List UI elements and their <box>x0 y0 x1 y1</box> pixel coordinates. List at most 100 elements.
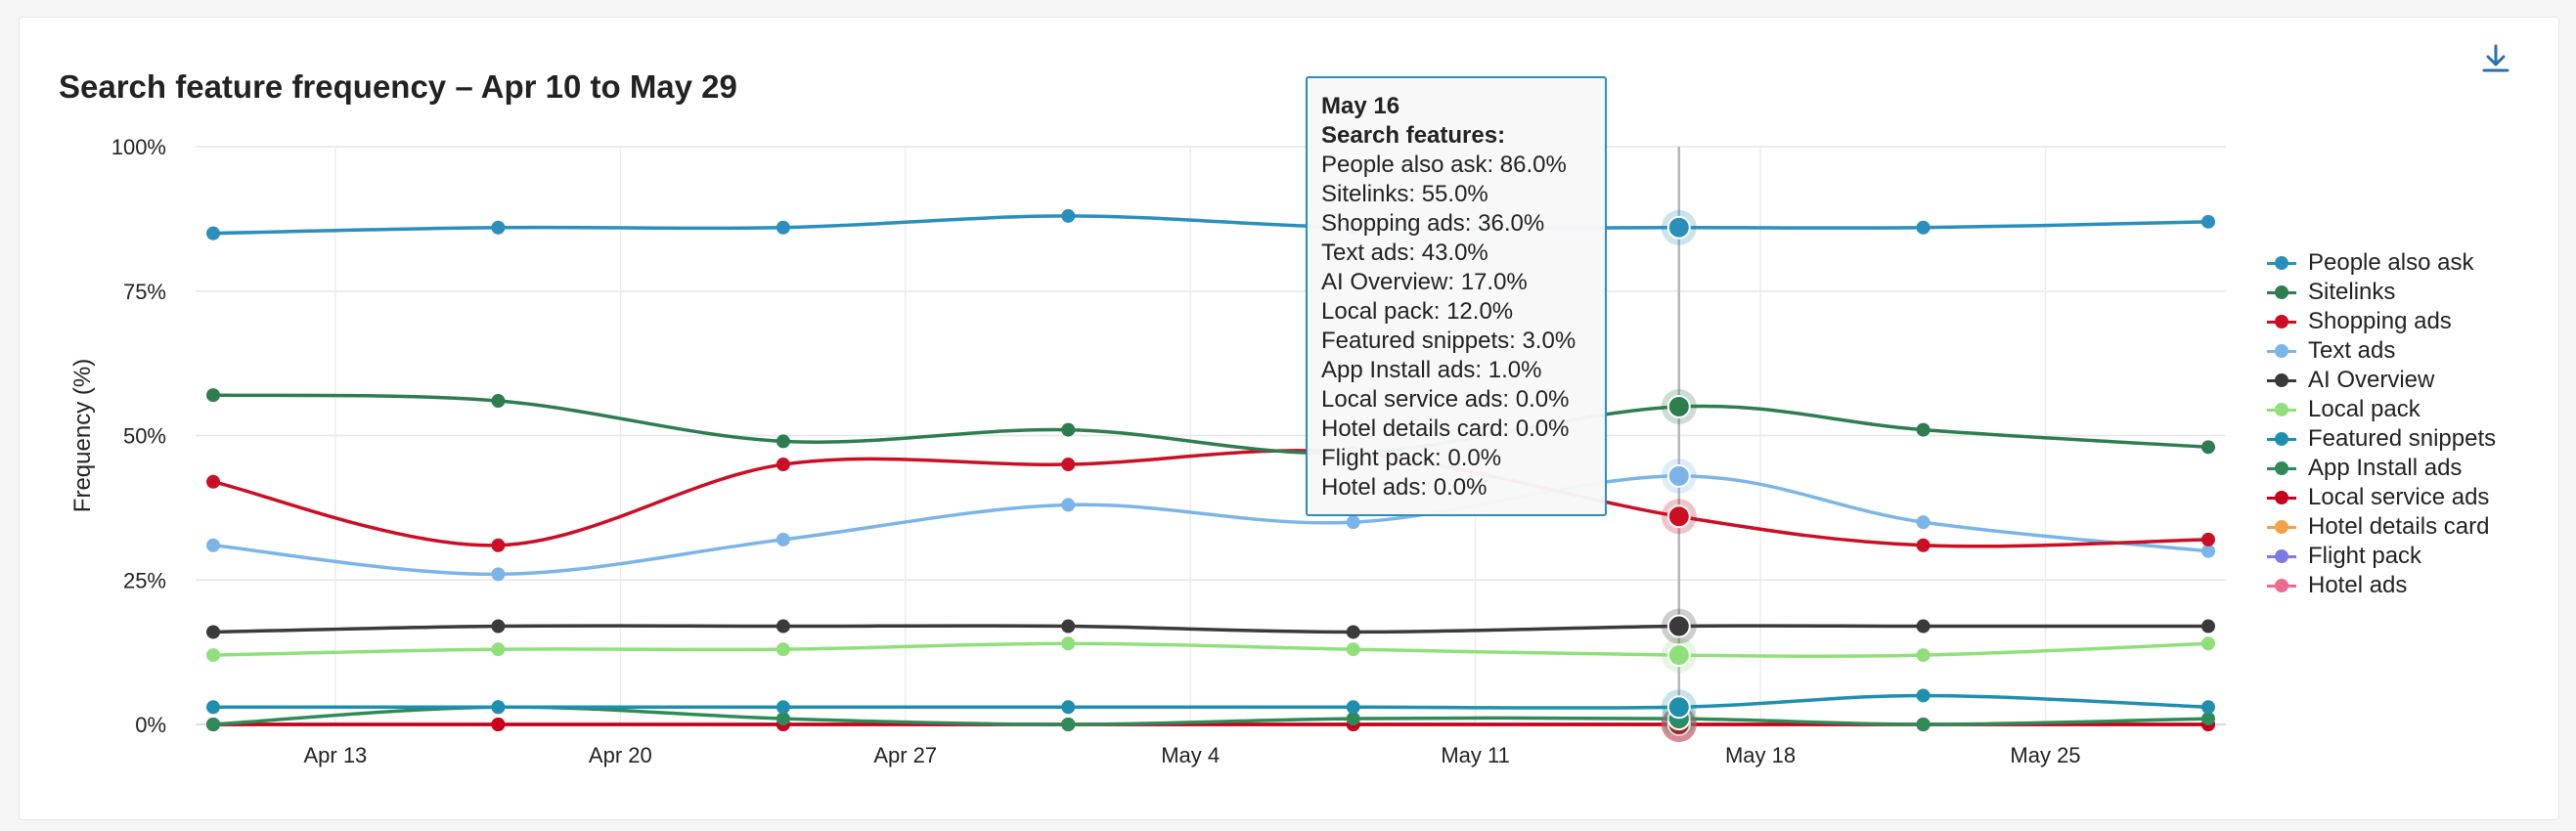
legend-swatch <box>2267 256 2296 270</box>
data-point-people-also-ask[interactable] <box>1916 220 1931 235</box>
legend-item-app-install-ads[interactable]: App Install ads <box>2267 454 2496 483</box>
data-point-people-also-ask[interactable] <box>491 220 506 235</box>
legend-swatch <box>2267 344 2296 358</box>
data-point-featured-snippets[interactable] <box>2201 700 2215 715</box>
download-button[interactable] <box>2474 37 2517 80</box>
series-line-app-install-ads <box>212 705 2209 726</box>
data-point-text-ads[interactable] <box>2201 544 2215 558</box>
tooltip-row: People also ask: 86.0% <box>1321 152 1567 178</box>
legend-swatch <box>2267 549 2296 563</box>
data-point-app-install-ads[interactable] <box>1061 718 1076 731</box>
data-point-sitelinks[interactable] <box>206 388 220 403</box>
data-point-featured-snippets[interactable] <box>1916 688 1931 703</box>
data-point-shopping-ads[interactable] <box>2201 532 2215 547</box>
series-people-also-ask <box>206 208 2215 241</box>
data-point-sitelinks[interactable] <box>776 434 790 449</box>
data-point-local-pack[interactable] <box>206 648 220 663</box>
data-point-ai-overview[interactable] <box>491 619 506 634</box>
data-point-sitelinks[interactable] <box>1061 422 1076 437</box>
legend-item-local-service-ads[interactable]: Local service ads <box>2267 483 2496 512</box>
legend-label: Sitelinks <box>2308 279 2396 305</box>
legend-label: Featured snippets <box>2308 425 2497 452</box>
data-point-text-ads[interactable] <box>206 538 220 552</box>
data-point-local-service-ads[interactable] <box>491 718 506 731</box>
legend-item-text-ads[interactable]: Text ads <box>2267 336 2496 366</box>
x-tick-label: May 11 <box>1441 743 1510 767</box>
data-point-people-also-ask[interactable] <box>2201 214 2215 229</box>
data-point-local-pack[interactable] <box>1346 642 1360 657</box>
data-point-text-ads[interactable] <box>776 532 790 547</box>
data-point-local-pack[interactable] <box>1061 636 1076 651</box>
data-point-ai-overview[interactable] <box>206 625 220 639</box>
data-point-people-also-ask[interactable] <box>206 226 220 241</box>
data-point-app-install-ads[interactable] <box>1346 712 1360 726</box>
data-point-people-also-ask[interactable] <box>1061 208 1076 223</box>
hover-point-featured-snippets[interactable] <box>1666 695 1691 720</box>
data-point-local-pack[interactable] <box>2201 636 2215 651</box>
y-tick-label: 75% <box>123 280 166 304</box>
data-point-ai-overview[interactable] <box>776 619 790 634</box>
legend-item-hotel-ads[interactable]: Hotel ads <box>2267 571 2496 600</box>
series-ai-overview <box>206 619 2215 639</box>
data-point-shopping-ads[interactable] <box>206 474 220 489</box>
data-point-shopping-ads[interactable] <box>491 538 506 552</box>
data-point-featured-snippets[interactable] <box>206 700 220 715</box>
legend-swatch <box>2267 461 2296 475</box>
legend-item-flight-pack[interactable]: Flight pack <box>2267 542 2496 571</box>
data-point-local-pack[interactable] <box>1916 648 1931 663</box>
data-point-people-also-ask[interactable] <box>776 220 790 235</box>
data-point-ai-overview[interactable] <box>1061 619 1076 634</box>
data-point-text-ads[interactable] <box>1916 515 1931 530</box>
data-point-featured-snippets[interactable] <box>776 700 790 715</box>
hover-point-people-also-ask[interactable] <box>1666 215 1691 240</box>
data-point-app-install-ads[interactable] <box>776 712 790 726</box>
hover-point-text-ads[interactable] <box>1666 463 1691 488</box>
data-point-shopping-ads[interactable] <box>776 458 790 472</box>
legend-label: People also ask <box>2308 249 2474 276</box>
data-point-featured-snippets[interactable] <box>1061 700 1076 715</box>
hover-point-sitelinks[interactable] <box>1666 394 1691 418</box>
hover-point-ai-overview[interactable] <box>1666 614 1691 638</box>
data-point-sitelinks[interactable] <box>1916 422 1931 437</box>
data-point-local-pack[interactable] <box>491 642 506 657</box>
legend-label: Text ads <box>2308 337 2396 364</box>
y-axis-title: Frequency (%) <box>69 359 96 512</box>
series-shopping-ads <box>206 446 2215 552</box>
data-point-featured-snippets[interactable] <box>491 700 506 715</box>
legend-item-ai-overview[interactable]: AI Overview <box>2267 366 2496 395</box>
data-point-sitelinks[interactable] <box>491 394 506 409</box>
data-point-shopping-ads[interactable] <box>1916 538 1931 552</box>
legend-swatch <box>2267 579 2296 592</box>
legend-item-people-also-ask[interactable]: People also ask <box>2267 248 2496 278</box>
tooltip-row: Featured snippets: 3.0% <box>1321 328 1577 354</box>
tooltip-row: Local service ads: 0.0% <box>1321 386 1570 413</box>
legend-item-featured-snippets[interactable]: Featured snippets <box>2267 424 2496 454</box>
legend-item-hotel-details-card[interactable]: Hotel details card <box>2267 512 2496 542</box>
legend-label: Local service ads <box>2308 484 2490 510</box>
series-line-people-also-ask <box>212 214 2209 236</box>
y-tick-label: 25% <box>123 568 166 592</box>
data-point-sitelinks[interactable] <box>2201 440 2215 455</box>
legend-item-sitelinks[interactable]: Sitelinks <box>2267 278 2496 307</box>
data-point-local-pack[interactable] <box>776 642 790 657</box>
data-point-shopping-ads[interactable] <box>1061 458 1076 472</box>
data-point-app-install-ads[interactable] <box>206 718 220 731</box>
hover-point-shopping-ads[interactable] <box>1666 504 1691 529</box>
hover-point-local-pack[interactable] <box>1666 643 1691 668</box>
data-point-ai-overview[interactable] <box>1346 625 1360 639</box>
data-point-app-install-ads[interactable] <box>2201 712 2215 726</box>
legend-label: AI Overview <box>2308 367 2435 393</box>
tooltip-row: App Install ads: 1.0% <box>1321 357 1542 383</box>
data-point-text-ads[interactable] <box>1061 498 1076 512</box>
data-point-ai-overview[interactable] <box>2201 619 2215 634</box>
chart-card <box>19 17 2559 820</box>
legend-label: Shopping ads <box>2308 308 2452 334</box>
data-point-text-ads[interactable] <box>1346 515 1360 530</box>
data-point-app-install-ads[interactable] <box>1916 718 1931 731</box>
data-point-text-ads[interactable] <box>491 567 506 582</box>
series-line-text-ads <box>212 474 2209 577</box>
data-point-featured-snippets[interactable] <box>1346 700 1360 715</box>
legend-item-shopping-ads[interactable]: Shopping ads <box>2267 307 2496 336</box>
legend-item-local-pack[interactable]: Local pack <box>2267 395 2496 424</box>
data-point-ai-overview[interactable] <box>1916 619 1931 634</box>
